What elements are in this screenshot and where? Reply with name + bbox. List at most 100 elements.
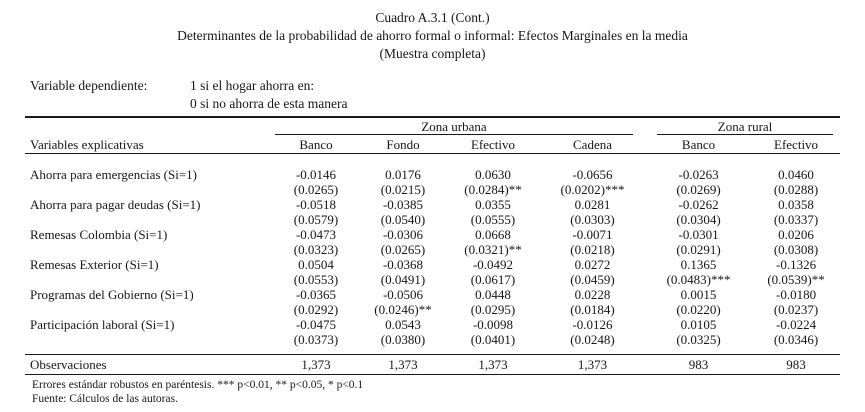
coefficient-value: -0.0263 — [678, 167, 719, 182]
std-error-value: (0.0337) — [773, 212, 819, 227]
coefficient-value: -0.0071 — [572, 227, 613, 242]
variable-label-spacer — [25, 212, 272, 227]
table-caption: Cuadro A.3.1 (Cont.) Determinantes de la… — [0, 0, 865, 63]
observations-label: Observaciones — [25, 354, 272, 375]
zona-urbana-label: Zona urbana — [421, 119, 487, 134]
group-header-zona-urbana: Zona urbana — [272, 116, 646, 135]
caption-sample: (Muestra completa) — [379, 46, 486, 61]
std-error-value: (0.0292) — [293, 302, 339, 317]
std-error-value: (0.0483)*** — [666, 272, 731, 287]
std-error-value: (0.0346) — [773, 332, 819, 347]
std-error-value: (0.0459) — [570, 272, 615, 287]
group-header-zona-rural: Zona rural — [645, 116, 841, 135]
coefficient-value: 0.0543 — [385, 317, 421, 332]
observations-value: 1,373 — [540, 354, 646, 375]
std-error-value: (0.0184) — [570, 302, 615, 317]
coefficient-value: -0.0301 — [678, 227, 719, 242]
footnotes: Errores estándar robustos en paréntesis.… — [32, 378, 865, 406]
observations-value: 983 — [645, 354, 753, 375]
std-error-value: (0.0555) — [470, 212, 516, 227]
std-error-value: (0.0553) — [293, 272, 339, 287]
std-error-value: (0.0265) — [380, 242, 426, 257]
variable-label-spacer — [25, 272, 272, 287]
coefficient-value: -0.0473 — [295, 227, 337, 242]
std-error-value: (0.0291) — [676, 242, 721, 257]
coefficient-value: -0.0306 — [382, 227, 424, 242]
coefficient-value: 0.0015 — [680, 287, 717, 302]
variable-label: Remesas Colombia (Si=1) — [30, 227, 168, 242]
col-header-cadena: Cadena — [540, 135, 646, 154]
std-error-value: (0.0323) — [293, 242, 339, 257]
caption-number: Cuadro A.3.1 (Cont.) — [375, 10, 490, 25]
coefficient-value: -0.0506 — [382, 287, 424, 302]
coefficient-value: 0.0105 — [680, 317, 717, 332]
coefficient-value: -0.0146 — [295, 167, 337, 182]
coefficient-value: -0.0385 — [382, 197, 424, 212]
dependent-variable-block: Variable dependiente: 1 si el hogar ahor… — [30, 77, 865, 113]
coefficient-value: -0.0492 — [472, 257, 514, 272]
col-header-banco-rural: Banco — [645, 135, 753, 154]
caption-title: Determinantes de la probabilidad de ahor… — [177, 28, 688, 43]
std-error-value: (0.0288) — [773, 182, 819, 197]
column-header-row: Variables explicativas Banco Fondo Efect… — [25, 135, 841, 154]
coefficient-value: -0.0518 — [295, 197, 337, 212]
variable-label: Ahorra para pagar deudas (Si=1) — [30, 197, 201, 212]
group-header-spacer — [25, 116, 272, 135]
variable-label-spacer — [25, 302, 272, 317]
coefficient-value: 0.0460 — [778, 167, 814, 182]
coefficient-value: 0.0448 — [475, 287, 511, 302]
observations-value: 983 — [752, 354, 841, 375]
coefficient-value: 0.0668 — [475, 227, 511, 242]
coefficient-value: -0.0365 — [295, 287, 337, 302]
std-error-value: (0.0617) — [470, 272, 516, 287]
std-error-value: (0.0579) — [293, 212, 339, 227]
std-error-row: (0.0553) (0.0491) (0.0617) (0.0459) (0.0483)… — [25, 272, 840, 287]
variable-label-spacer — [25, 332, 272, 347]
variable-label-spacer — [25, 242, 272, 257]
std-error-value: (0.0539)** — [767, 272, 825, 287]
dependent-variable-value-1: 1 si el hogar ahorra en: — [190, 78, 315, 93]
observations-value: 1,373 — [272, 354, 360, 375]
coefficient-value: -0.0656 — [572, 167, 613, 182]
dependent-variable-values: 1 si el hogar ahorra en: 0 si no ahorra … — [190, 77, 347, 113]
coefficient-value: -0.1326 — [775, 257, 817, 272]
std-error-value: (0.0303) — [570, 212, 615, 227]
col-header-fondo: Fondo — [360, 135, 446, 154]
std-error-value: (0.0265) — [293, 182, 339, 197]
coefficient-value: 0.0272 — [574, 257, 611, 272]
std-error-value: (0.0220) — [676, 302, 721, 317]
col-header-efectivo-urbano: Efectivo — [446, 135, 540, 154]
std-error-value: (0.0202)*** — [560, 182, 625, 197]
footnote-source: Fuente: Cálculos de las autoras. — [32, 393, 178, 405]
coefficient-value: 0.0206 — [778, 227, 814, 242]
spacer-row — [25, 347, 840, 355]
std-error-value: (0.0215) — [380, 182, 426, 197]
std-error-value: (0.0401) — [470, 332, 516, 347]
observations-row: Observaciones 1,373 1,373 1,373 1,373 98… — [25, 354, 841, 375]
observations-value: 1,373 — [446, 354, 540, 375]
coefficient-row: Programas del Gobierno (Si=1) -0.0365 -0.0… — [25, 287, 840, 302]
coefficient-value: -0.0368 — [382, 257, 424, 272]
std-error-row: (0.0265) (0.0215) (0.0284)** (0.0202)*** (0.… — [25, 182, 840, 197]
std-error-value: (0.0246)** — [374, 302, 432, 317]
coefficient-value: -0.0098 — [472, 317, 514, 332]
std-error-value: (0.0373) — [293, 332, 339, 347]
footnote-standard-errors: Errores estándar robustos en paréntesis.… — [32, 379, 364, 391]
std-error-value: (0.0321)** — [464, 242, 522, 257]
std-error-row: (0.0579) (0.0540) (0.0555) (0.0303) (0.0304)… — [25, 212, 840, 227]
std-error-value: (0.0218) — [570, 242, 615, 257]
std-error-value: (0.0491) — [380, 272, 426, 287]
std-error-value: (0.0304) — [676, 212, 721, 227]
std-error-row: (0.0292) (0.0246)** (0.0295) (0.0184) (0.022… — [25, 302, 840, 317]
variable-label-spacer — [25, 182, 272, 197]
coefficient-value: 0.0630 — [475, 167, 511, 182]
zona-rural-label: Zona rural — [717, 119, 773, 134]
coefficient-value: -0.0224 — [775, 317, 817, 332]
col-header-banco-urbano: Banco — [272, 135, 360, 154]
coefficient-value: 0.0355 — [475, 197, 511, 212]
results-table: Zona urbana Zona rural Variables explica… — [25, 116, 841, 375]
coefficient-value: -0.0126 — [572, 317, 613, 332]
coefficient-row: Participación laboral (Si=1) -0.0475 0.054… — [25, 317, 840, 332]
coefficient-row: Remesas Colombia (Si=1) -0.0473 -0.0306 0.0… — [25, 227, 840, 242]
spacer-row — [25, 154, 840, 168]
